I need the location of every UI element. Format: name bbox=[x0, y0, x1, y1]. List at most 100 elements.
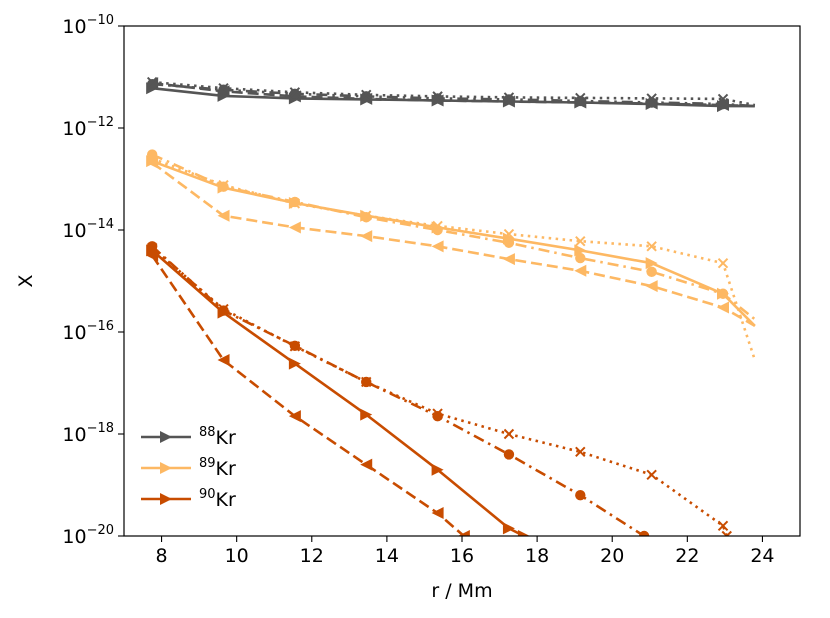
y-axis-label: X bbox=[15, 274, 37, 287]
data-point bbox=[431, 240, 444, 253]
legend-label: 90Kr bbox=[199, 487, 236, 511]
data-point bbox=[217, 209, 230, 222]
data-point bbox=[218, 181, 229, 192]
x-tick-label: 20 bbox=[600, 545, 624, 567]
data-point bbox=[218, 179, 229, 191]
data-point bbox=[288, 221, 301, 234]
data-point bbox=[431, 507, 444, 520]
x-tick-label: 22 bbox=[675, 545, 699, 567]
data-point bbox=[146, 76, 158, 88]
legend-label: 88Kr bbox=[199, 425, 236, 449]
data-point bbox=[288, 410, 301, 423]
legend-entry: 89Kr bbox=[141, 456, 236, 480]
data-point bbox=[432, 220, 443, 232]
y-tick-label: 10−10 bbox=[62, 13, 114, 38]
series-line-5 bbox=[151, 161, 756, 328]
legend-entry: 88Kr bbox=[141, 425, 236, 449]
data-point bbox=[575, 490, 586, 501]
data-point bbox=[717, 288, 729, 299]
data-point bbox=[517, 530, 530, 536]
data-point bbox=[717, 93, 729, 105]
data-point bbox=[360, 230, 373, 243]
data-point bbox=[218, 84, 229, 95]
data-point bbox=[289, 88, 301, 100]
data-point bbox=[503, 94, 515, 105]
legend-marker bbox=[160, 493, 172, 505]
data-point bbox=[289, 87, 301, 98]
data-point bbox=[146, 249, 159, 262]
data-point bbox=[503, 237, 515, 248]
data-point bbox=[146, 78, 158, 90]
data-point bbox=[575, 446, 586, 458]
data-point bbox=[431, 463, 444, 476]
data-point bbox=[717, 301, 730, 314]
data-point bbox=[575, 92, 586, 104]
data-point bbox=[360, 458, 373, 471]
data-point bbox=[432, 91, 443, 102]
legend-marker bbox=[160, 462, 172, 474]
data-point bbox=[717, 98, 729, 110]
data-point bbox=[575, 95, 586, 107]
legend-marker bbox=[160, 431, 172, 443]
series-line-3 bbox=[152, 80, 756, 107]
x-tick-label: 16 bbox=[450, 545, 474, 567]
data-point bbox=[218, 305, 229, 316]
data-point bbox=[289, 198, 301, 209]
data-point bbox=[361, 89, 372, 101]
data-point bbox=[432, 93, 443, 104]
data-point bbox=[289, 196, 301, 208]
data-point bbox=[721, 530, 732, 536]
data-point bbox=[717, 257, 729, 269]
legend-entry: 90Kr bbox=[141, 487, 236, 511]
x-axis-label: r / Mm bbox=[431, 580, 492, 602]
data-point bbox=[638, 530, 650, 536]
y-tick-label: 10−18 bbox=[62, 421, 114, 446]
data-point bbox=[432, 410, 443, 422]
data-point bbox=[361, 210, 372, 221]
data-point bbox=[146, 153, 158, 164]
y-tick-label: 10−14 bbox=[62, 217, 114, 242]
data-point bbox=[146, 156, 159, 169]
data-point bbox=[717, 520, 729, 532]
x-tick-label: 24 bbox=[750, 545, 774, 567]
x-tick-label: 10 bbox=[225, 545, 249, 567]
data-point bbox=[503, 449, 515, 460]
y-tick-label: 10−20 bbox=[62, 523, 114, 548]
data-point bbox=[502, 253, 515, 266]
data-point bbox=[646, 241, 657, 252]
x-tick-label: 14 bbox=[375, 545, 399, 567]
data-point bbox=[146, 241, 158, 252]
data-point bbox=[218, 303, 229, 315]
series-line-6 bbox=[151, 153, 756, 321]
data-point bbox=[503, 92, 515, 103]
data-point bbox=[645, 257, 658, 270]
data-point bbox=[574, 244, 587, 257]
data-point bbox=[646, 469, 657, 481]
series-line-9 bbox=[151, 254, 465, 536]
data-point bbox=[503, 428, 515, 440]
series-line-11 bbox=[151, 246, 729, 536]
data-point bbox=[646, 93, 657, 104]
data-point bbox=[217, 354, 230, 367]
data-point bbox=[361, 212, 372, 223]
data-point bbox=[360, 408, 373, 421]
data-point bbox=[574, 264, 587, 277]
legend: 88Kr 89Kr 90Kr bbox=[141, 425, 236, 511]
data-point bbox=[361, 376, 372, 388]
x-tick-label: 12 bbox=[300, 545, 324, 567]
series-line-7 bbox=[151, 157, 757, 361]
legend-label: 89Kr bbox=[199, 456, 236, 480]
data-point bbox=[361, 91, 372, 102]
data-point bbox=[218, 83, 229, 94]
data-point bbox=[646, 266, 657, 278]
data-point bbox=[575, 252, 586, 264]
data-point bbox=[288, 357, 301, 370]
series-line-1 bbox=[152, 81, 755, 108]
data-point bbox=[146, 242, 158, 254]
y-tick-label: 10−16 bbox=[62, 319, 114, 344]
data-point bbox=[289, 341, 301, 352]
plot-area bbox=[124, 26, 800, 536]
data-point bbox=[432, 408, 443, 419]
data-point bbox=[457, 530, 470, 536]
